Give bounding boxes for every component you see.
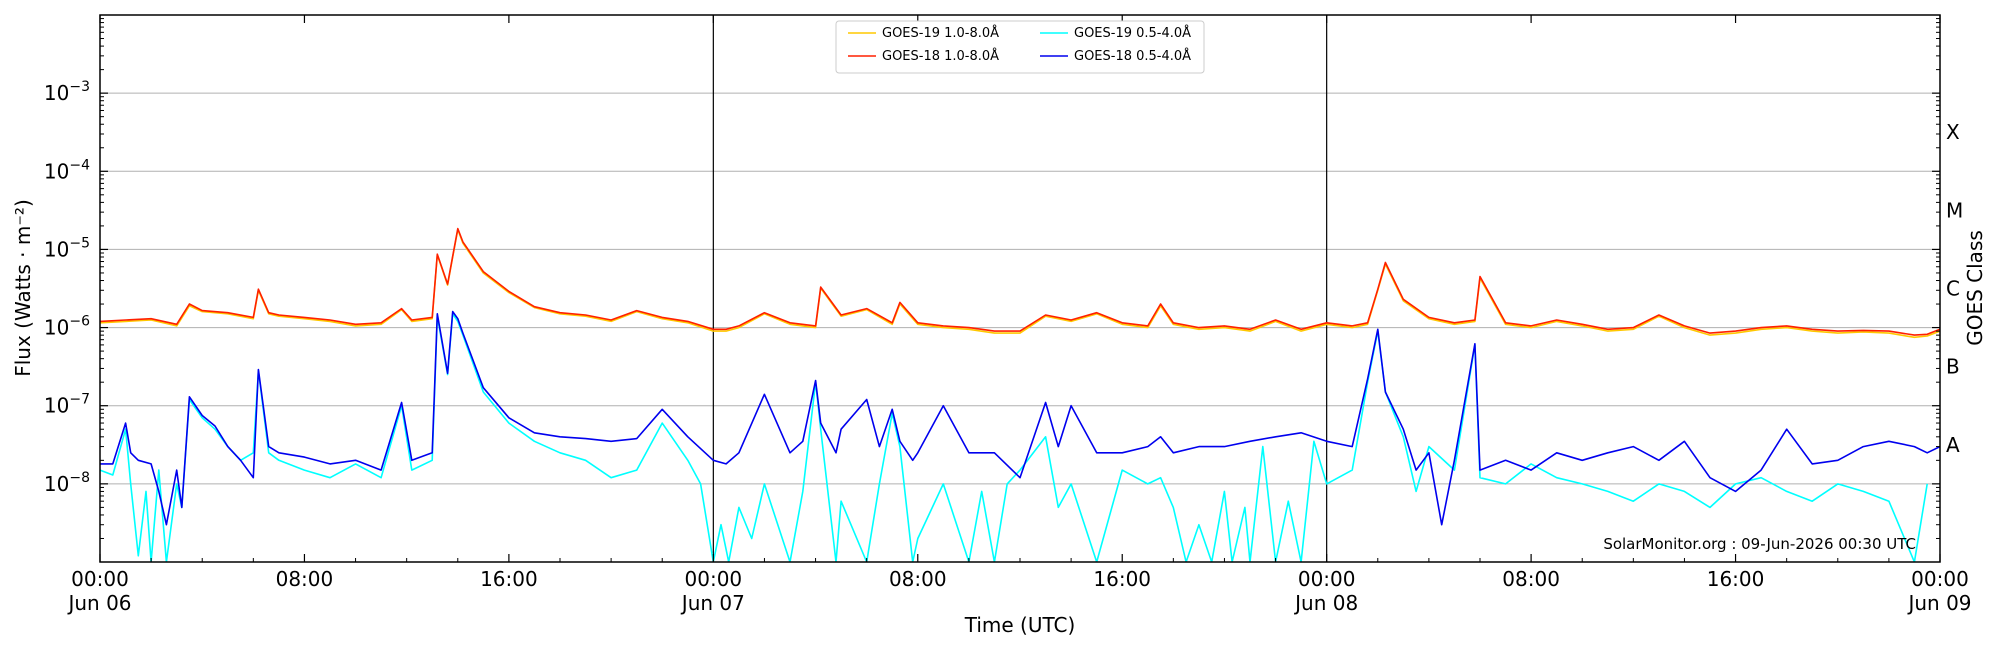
x-tick-label: 16:00 xyxy=(1707,567,1765,591)
goes-class-labels: A B C M X xyxy=(1946,120,1963,457)
series-lines xyxy=(100,227,1940,562)
y-tick-label: 10−4 xyxy=(44,157,90,183)
day-boundaries xyxy=(712,15,1328,562)
x-tick-label: 00:00 xyxy=(71,567,129,591)
x-tick-label: 00:00 xyxy=(685,567,743,591)
x-tick-label: 08:00 xyxy=(276,567,334,591)
series-line xyxy=(100,227,1940,336)
x-tick-label: 08:00 xyxy=(889,567,947,591)
goes-class-label: X xyxy=(1946,120,1960,144)
x-tick-label: 16:00 xyxy=(480,567,538,591)
legend: GOES-19 1.0-8.0Å GOES-18 1.0-8.0Å GOES-19 … xyxy=(835,20,1205,74)
y-tick-label: 10−8 xyxy=(44,470,90,496)
y-axis-ticks: 10−8 10−7 10−6 10−5 10−4 10−3 xyxy=(44,18,1940,539)
legend-label: GOES-19 0.5-4.0Å xyxy=(1074,25,1191,41)
x-axis-title: Time (UTC) xyxy=(964,613,1076,637)
goes-class-label: M xyxy=(1946,198,1963,222)
goes-class-label: B xyxy=(1946,355,1960,379)
series-line xyxy=(100,310,1940,526)
x-tick-date-label: Jun 07 xyxy=(680,591,745,615)
grid-lines xyxy=(100,92,1940,485)
y-tick-label: 10−3 xyxy=(44,79,90,105)
y-tick-label: 10−5 xyxy=(44,235,90,261)
goes-class-label: C xyxy=(1946,277,1960,301)
x-tick-date-label: Jun 08 xyxy=(1293,591,1358,615)
x-tick-date-label: Jun 06 xyxy=(66,591,131,615)
legend-label: GOES-18 1.0-8.0Å xyxy=(882,48,999,64)
y-tick-label: 10−6 xyxy=(44,314,90,340)
watermark-text: SolarMonitor.org : 09-Jun-2026 00:30 UTC xyxy=(1603,535,1916,553)
y-axis-right-title: GOES Class xyxy=(1963,230,1987,346)
legend-label: GOES-19 1.0-8.0Å xyxy=(882,25,999,41)
y-tick-label: 10−7 xyxy=(44,392,90,418)
legend-box xyxy=(835,20,1205,74)
x-tick-label: 16:00 xyxy=(1093,567,1151,591)
series-line xyxy=(100,228,1940,339)
y-axis-title: Flux (Watts · m⁻²) xyxy=(11,199,35,377)
x-tick-label: 00:00 xyxy=(1911,567,1969,591)
x-tick-label: 08:00 xyxy=(1502,567,1560,591)
goes-class-label: A xyxy=(1946,433,1960,457)
x-tick-date-label: Jun 09 xyxy=(1906,591,1971,615)
x-tick-label: 00:00 xyxy=(1298,567,1356,591)
legend-label: GOES-18 0.5-4.0Å xyxy=(1074,48,1191,64)
